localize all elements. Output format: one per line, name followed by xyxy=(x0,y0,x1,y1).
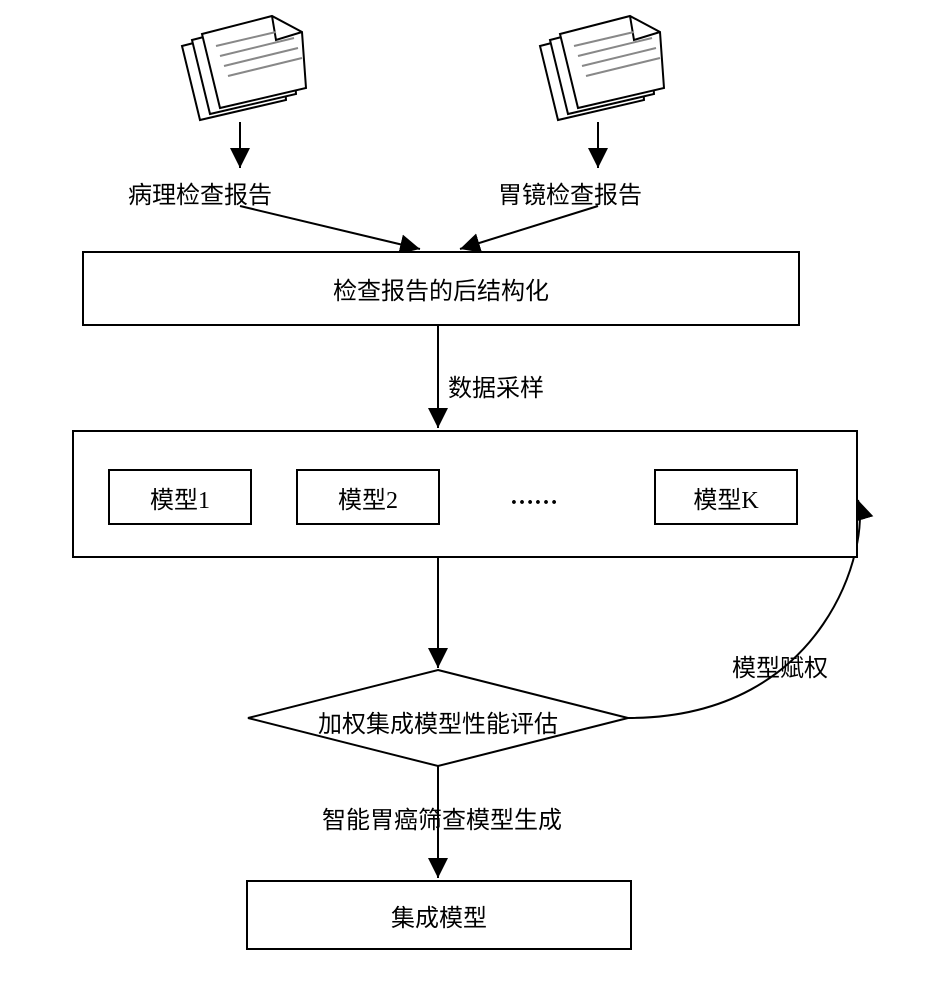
evaluation-text: 加权集成模型性能评估 xyxy=(318,704,558,739)
output-text: 集成模型 xyxy=(391,898,487,933)
generation-label: 智能胃癌筛查模型生成 xyxy=(322,800,562,835)
model-box-k: 模型K xyxy=(654,469,798,525)
structuring-box: 检查报告的后结构化 xyxy=(82,251,800,326)
input-right-label: 胃镜检查报告 xyxy=(498,175,642,210)
input-left-label: 病理检查报告 xyxy=(128,175,272,210)
model-box-1: 模型1 xyxy=(108,469,252,525)
model-2-text: 模型2 xyxy=(338,480,398,515)
model-k-text: 模型K xyxy=(693,480,758,515)
doc-icon-left xyxy=(182,16,306,120)
sampling-label: 数据采样 xyxy=(448,368,544,403)
doc-icon-right xyxy=(540,16,664,120)
structuring-text: 检查报告的后结构化 xyxy=(333,271,549,306)
model-ellipsis: …… xyxy=(510,484,558,511)
model-1-text: 模型1 xyxy=(150,480,210,515)
feedback-label: 模型赋权 xyxy=(732,648,828,683)
model-box-2: 模型2 xyxy=(296,469,440,525)
output-box: 集成模型 xyxy=(246,880,632,950)
